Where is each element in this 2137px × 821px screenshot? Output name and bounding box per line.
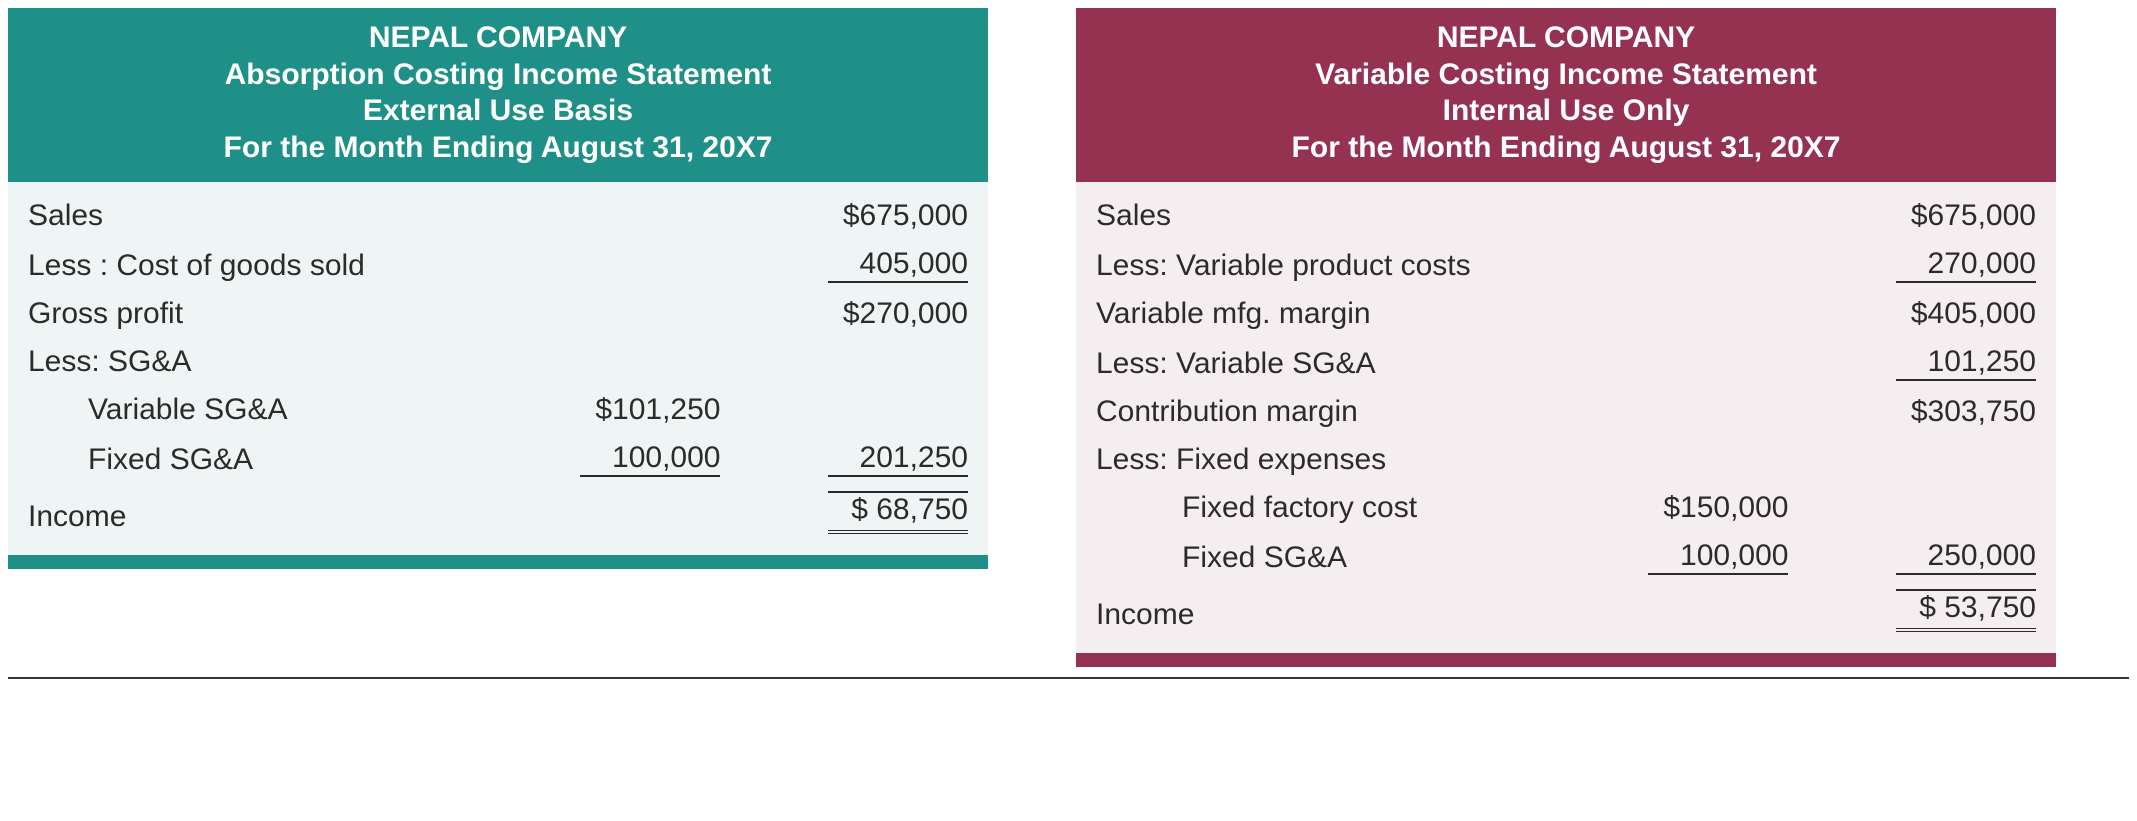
- period-line: For the Month Ending August 31, 20X7: [18, 130, 978, 167]
- sales-amount: $675,000: [1896, 199, 2036, 233]
- sales-amount: $675,000: [828, 199, 968, 233]
- table-row: Variable mfg. margin $405,000: [1090, 290, 2042, 338]
- table-row: Fixed SG&A 100,000 201,250: [22, 434, 974, 484]
- less-fixed-expenses-label: Less: Fixed expenses: [1090, 436, 1547, 484]
- table-row: Gross profit $270,000: [22, 290, 974, 338]
- basis-line: External Use Basis: [18, 93, 978, 130]
- variable-footbar: [1076, 653, 2056, 667]
- income-label: Income: [1090, 582, 1547, 639]
- fixed-sga-mid: 100,000: [1648, 539, 1788, 575]
- table-row: Contribution margin $303,750: [1090, 388, 2042, 436]
- cogs-amount: 405,000: [828, 247, 968, 283]
- variable-panel: NEPAL COMPANY Variable Costing Income St…: [1076, 8, 2056, 667]
- fixed-sga-label: Fixed SG&A: [22, 434, 479, 484]
- var-mfg-margin-amount: $405,000: [1896, 297, 2036, 331]
- income-label: Income: [22, 484, 479, 541]
- table-row: Variable SG&A $101,250: [22, 386, 974, 434]
- table-row: Income $ 68,750: [22, 484, 974, 541]
- less-var-sga-amount: 101,250: [1896, 345, 2036, 381]
- absorption-footbar: [8, 555, 988, 569]
- less-var-sga-label: Less: Variable SG&A: [1090, 338, 1547, 388]
- var-mfg-margin-label: Variable mfg. margin: [1090, 290, 1547, 338]
- var-product-costs-label: Less: Variable product costs: [1090, 240, 1547, 290]
- statement-title: Absorption Costing Income Statement: [18, 57, 978, 94]
- cogs-label: Less : Cost of goods sold: [22, 240, 479, 290]
- table-row: Income $ 53,750: [1090, 582, 2042, 639]
- company-name: NEPAL COMPANY: [1086, 20, 2046, 57]
- table-row: Less: SG&A: [22, 338, 974, 386]
- table-row: Fixed SG&A 100,000 250,000: [1090, 532, 2042, 582]
- variable-body: Sales $675,000 Less: Variable product co…: [1076, 182, 2056, 653]
- variable-sga-label: Variable SG&A: [22, 386, 479, 434]
- variable-sga-mid: $101,250: [580, 393, 720, 427]
- table-row: Less: Variable product costs 270,000: [1090, 240, 2042, 290]
- income-amount: $ 68,750: [828, 491, 968, 534]
- contribution-margin-label: Contribution margin: [1090, 388, 1547, 436]
- basis-line: Internal Use Only: [1086, 93, 2046, 130]
- statement-title: Variable Costing Income Statement: [1086, 57, 2046, 94]
- fixed-total-amount: 250,000: [1896, 539, 2036, 575]
- absorption-table: Sales $675,000 Less : Cost of goods sold…: [22, 192, 974, 541]
- fixed-factory-cost-label: Fixed factory cost: [1090, 484, 1547, 532]
- table-row: Less: Variable SG&A 101,250: [1090, 338, 2042, 388]
- table-row: Less : Cost of goods sold 405,000: [22, 240, 974, 290]
- var-product-costs-amount: 270,000: [1896, 247, 2036, 283]
- sga-total-amount: 201,250: [828, 441, 968, 477]
- table-row: Less: Fixed expenses: [1090, 436, 2042, 484]
- contribution-margin-amount: $303,750: [1896, 395, 2036, 429]
- variable-header: NEPAL COMPANY Variable Costing Income St…: [1076, 8, 2056, 182]
- absorption-body: Sales $675,000 Less : Cost of goods sold…: [8, 182, 988, 555]
- fixed-factory-cost-mid: $150,000: [1648, 491, 1788, 525]
- period-line: For the Month Ending August 31, 20X7: [1086, 130, 2046, 167]
- less-sga-label: Less: SG&A: [22, 338, 479, 386]
- table-row: Sales $675,000: [1090, 192, 2042, 240]
- table-row: Sales $675,000: [22, 192, 974, 240]
- fixed-sga-label: Fixed SG&A: [1090, 532, 1547, 582]
- absorption-header: NEPAL COMPANY Absorption Costing Income …: [8, 8, 988, 182]
- variable-table: Sales $675,000 Less: Variable product co…: [1090, 192, 2042, 639]
- company-name: NEPAL COMPANY: [18, 20, 978, 57]
- statements-container: NEPAL COMPANY Absorption Costing Income …: [8, 8, 2129, 679]
- gross-profit-amount: $270,000: [828, 297, 968, 331]
- sales-label: Sales: [22, 192, 479, 240]
- absorption-panel: NEPAL COMPANY Absorption Costing Income …: [8, 8, 988, 569]
- table-row: Fixed factory cost $150,000: [1090, 484, 2042, 532]
- sales-label: Sales: [1090, 192, 1547, 240]
- fixed-sga-mid: 100,000: [580, 441, 720, 477]
- income-amount: $ 53,750: [1896, 589, 2036, 632]
- gross-profit-label: Gross profit: [22, 290, 479, 338]
